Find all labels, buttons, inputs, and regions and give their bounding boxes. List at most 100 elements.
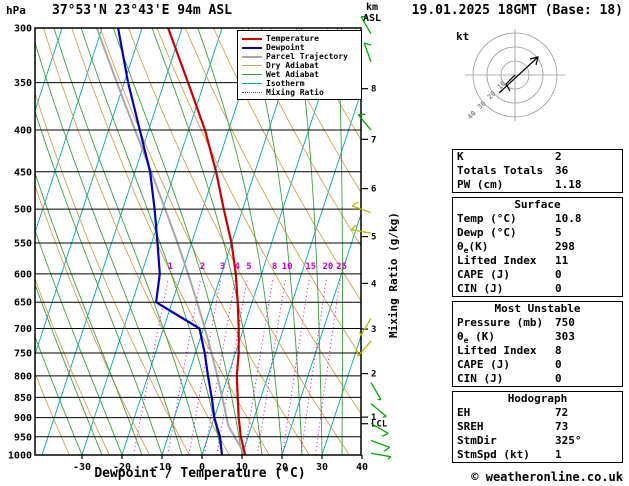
table-row: CAPE (J) 0 [453,268,622,282]
svg-text:6: 6 [371,185,376,195]
mixing-ratio-axis-label: Mixing Ratio (g/kg) [387,212,400,338]
row-label: CIN (J) [457,282,504,295]
svg-text:300: 300 [14,24,32,35]
legend-label: Temperature [266,34,319,43]
row-label: K [457,150,464,163]
panel-header: Hodograph [507,392,568,405]
svg-text:950: 950 [14,432,32,443]
legend-swatch [242,83,262,84]
table-row: θe (K) 303 [453,330,622,344]
svg-text:900: 900 [14,413,32,424]
table-row: Lifted Index 11 [453,254,622,268]
legend-label: Dewpoint [266,43,305,52]
altitude-axis-unit-asl: ASL [363,13,382,24]
svg-text:0: 0 [199,462,205,473]
svg-text:500: 500 [14,205,32,216]
svg-text:700: 700 [14,324,32,335]
svg-text:5: 5 [371,233,376,243]
row-value: 1 [555,448,562,461]
svg-text:350: 350 [14,78,32,89]
row-value: 72 [555,406,569,419]
km-asl-ticks: 1 2 3 4 5 6 7 8 [361,85,377,423]
row-value: 36 [555,164,569,177]
row-value: 11 [555,254,569,267]
panel-header: Most Unstable [494,302,581,315]
svg-text:40: 40 [466,109,478,121]
row-label: CIN (J) [457,372,504,385]
row-value: 0 [555,268,562,281]
row-label: CAPE (J) [457,268,510,281]
svg-text:4: 4 [371,279,377,289]
row-label: StmSpd (kt) [457,448,530,461]
svg-text:40: 40 [356,462,368,473]
legend-label: Mixing Ratio [266,88,324,97]
copyright-label: © weatheronline.co.uk [471,470,623,484]
svg-text:-30: -30 [73,462,91,473]
row-label: Pressure (mb) [457,316,544,329]
svg-text:550: 550 [14,238,32,249]
datetime-label: 19.01.2025 18GMT (Base: 18) [411,3,623,18]
svg-text:25: 25 [336,262,347,272]
legend-item: Temperature [242,34,358,43]
row-value: 325° [555,434,582,447]
legend-label: Dry Adiabat [266,61,319,70]
row-label: θe(K) [457,240,489,254]
table-row: SREH 73 [453,420,622,434]
legend-box: Temperature Dewpoint Parcel Trajectory Dry … [237,30,362,100]
table-row: StmDir 325° [453,434,622,448]
row-value: 0 [555,282,562,295]
svg-text:1000: 1000 [8,451,32,462]
legend-swatch [242,55,262,58]
row-label: EH [457,406,471,419]
row-label: StmDir [457,434,497,447]
svg-text:850: 850 [14,393,32,404]
svg-text:10: 10 [282,262,293,272]
row-label: PW (cm) [457,178,504,191]
table-row: Pressure (mb) 750 [453,316,622,330]
station-title: 37°53'N 23°43'E 94m ASL [52,3,233,18]
row-label: Totals Totals [457,164,544,177]
svg-text:600: 600 [14,269,32,280]
svg-text:30: 30 [316,462,328,473]
pressure-axis-unit: hPa [6,4,26,17]
table-row: Temp (°C) 10.8 [453,212,622,226]
legend-swatch [242,37,262,40]
row-label: θe (K) [457,330,495,344]
legend-swatch [242,74,262,75]
svg-text:800: 800 [14,371,32,382]
wind-barbs [350,15,392,460]
svg-text:3: 3 [220,262,225,272]
row-label: Lifted Index [457,344,537,357]
panel-header: Surface [514,198,561,211]
svg-text:10: 10 [236,462,248,473]
row-value: 0 [555,372,562,385]
table-row: CIN (J) 0 [453,372,622,386]
legend-swatch [242,92,262,93]
row-label: SREH [457,420,484,433]
stats-panel: Most Unstable Pressure (mb) 750 θe (K) 303 Li… [452,301,623,387]
row-value: 303 [555,330,575,343]
row-value: 750 [555,316,575,329]
svg-text:15: 15 [305,262,316,272]
svg-text:LCL: LCL [371,420,388,430]
svg-text:-10: -10 [153,462,171,473]
table-row: CAPE (J) 0 [453,358,622,372]
svg-text:650: 650 [14,298,32,309]
table-row: θe(K) 298 [453,240,622,254]
stats-panel: Surface Temp (°C) 10.8 Dewp (°C) 5 θe(K) 298 Li… [452,197,623,297]
svg-text:450: 450 [14,167,32,178]
row-label: Dewp (°C) [457,226,517,239]
table-row: CIN (J) 0 [453,282,622,296]
row-label: CAPE (J) [457,358,510,371]
svg-text:20: 20 [322,262,333,272]
row-value: 10.8 [555,212,582,225]
legend-swatch [242,65,262,66]
legend-item: Wet Adiabat [242,70,358,79]
table-row: Totals Totals 36 [453,164,622,178]
dewpoint-curve [117,28,224,455]
row-value: 73 [555,420,569,433]
svg-text:3: 3 [371,325,376,335]
row-value: 2 [555,150,562,163]
